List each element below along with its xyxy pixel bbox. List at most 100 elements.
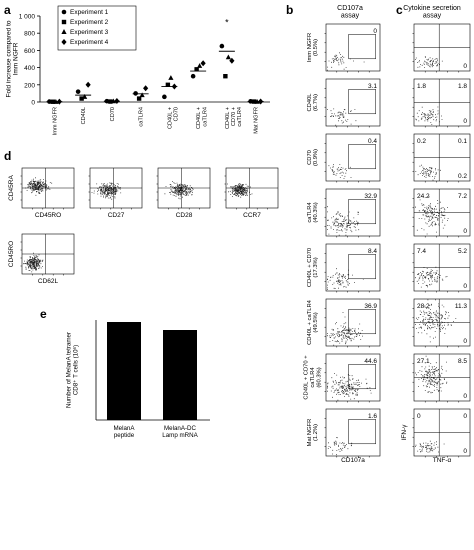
y-tick-label: 200 xyxy=(24,82,35,89)
data-point-square xyxy=(136,96,142,101)
data-point-circle xyxy=(75,89,81,94)
condition-label: (0.9%) xyxy=(313,149,319,166)
data-point-triangle xyxy=(82,94,88,99)
condition-label: Imm NGFR xyxy=(307,33,313,62)
condition-label: CD40L + CD70 xyxy=(307,248,313,287)
x-tick-label: MelanA xyxy=(114,425,136,432)
condition-label: (40.3%) xyxy=(313,202,319,222)
data-point-circle xyxy=(219,43,225,49)
cell-events xyxy=(327,437,353,456)
panel-letter-e: e xyxy=(40,307,47,321)
flow-plot xyxy=(412,353,471,403)
legend-marker-diamond xyxy=(61,39,67,45)
flow-plot xyxy=(156,167,211,210)
cd107a-percentage: 0 xyxy=(373,28,377,35)
x-tick-label: caTLR4 xyxy=(237,107,243,127)
flow-plot xyxy=(20,167,75,210)
cd107a-percentage: 3.1 xyxy=(368,83,377,90)
gate-rectangle xyxy=(348,199,376,225)
y-axis-label: CD45RA xyxy=(8,175,15,201)
cell-events xyxy=(415,299,457,343)
quadrant-tr-value: 0.1 xyxy=(458,138,467,145)
x-axis-label: CD27 xyxy=(108,212,125,219)
y-axis-label: Imm NGFR xyxy=(13,42,20,75)
flow-plot xyxy=(412,133,471,183)
x-tick-label: Imm NGFR xyxy=(52,107,58,135)
flow-plot xyxy=(324,408,381,458)
gate-rectangle xyxy=(348,254,376,280)
condition-label: caTLR4 xyxy=(307,202,313,223)
legend-label: Experiment 3 xyxy=(70,29,109,36)
y-axis-label: CD8⁺ T cells (10⁶) xyxy=(72,345,79,395)
plot-frame xyxy=(325,78,381,127)
flow-plot xyxy=(324,243,381,293)
legend-label: Experiment 1 xyxy=(70,9,109,16)
x-tick-label: peptide xyxy=(114,432,135,439)
flow-plot xyxy=(412,188,471,238)
condition-label-group: CD40L + CD70 (17.3%) xyxy=(307,248,319,287)
x-tick-label: CD70 xyxy=(110,107,116,121)
panel-c-title: assay xyxy=(423,13,442,20)
quadrant-tl-value: 1.8 xyxy=(417,83,426,90)
gate-rectangle xyxy=(348,419,376,445)
legend-marker-triangle xyxy=(61,29,67,34)
condition-label-group: caTLR4 (40.3%) xyxy=(307,202,319,223)
data-point-diamond xyxy=(143,85,149,92)
quadrant-br-value: 0 xyxy=(463,63,467,70)
plot-frame xyxy=(325,408,381,457)
condition-label-group: Mat NGFR (1.2%) xyxy=(307,419,319,447)
x-tick-label: caTLR4 xyxy=(202,107,208,127)
quadrant-br-value: 0 xyxy=(463,283,467,290)
cd107a-percentage: 0.4 xyxy=(368,138,377,145)
quadrant-tr-value: 0 xyxy=(463,413,467,420)
data-point-triangle xyxy=(168,75,174,80)
x-tick-label: CD70 xyxy=(174,107,180,121)
y-tick-label: 0 xyxy=(31,100,35,107)
quadrant-tr-value: 1.8 xyxy=(458,83,467,90)
flow-plot xyxy=(324,133,381,183)
condition-label: CD70 xyxy=(307,150,313,165)
data-point-square xyxy=(165,82,171,87)
flow-plot xyxy=(224,167,279,210)
x-tick-label: CD40L + xyxy=(196,107,202,129)
gate-rectangle xyxy=(348,34,376,60)
condition-label: (49.5%) xyxy=(313,312,319,332)
x-axis-label: CD107a xyxy=(341,457,365,464)
cd107a-percentage: 44.6 xyxy=(364,358,377,365)
y-tick-label: 600 xyxy=(24,48,35,55)
flow-plot xyxy=(412,298,471,348)
quadrant-br-value: 0 xyxy=(463,118,467,125)
condition-label: (6.7%) xyxy=(313,94,319,111)
x-tick-label-group: CD40L + CD70 xyxy=(167,107,179,129)
data-point-circle xyxy=(162,94,167,100)
cell-events xyxy=(415,56,443,68)
gate-rectangle xyxy=(348,309,376,335)
flow-plot xyxy=(412,23,471,73)
legend-marker-circle xyxy=(61,9,67,15)
quadrant-tl-value: 24.2 xyxy=(417,193,430,200)
cell-events xyxy=(327,52,365,71)
x-tick-label: CD40L + xyxy=(225,107,231,129)
quadrant-tl-value: 28.2 xyxy=(417,303,430,310)
plot-frame xyxy=(325,23,381,72)
data-point-triangle xyxy=(139,92,145,98)
x-axis-label: CCR7 xyxy=(243,212,261,219)
quadrant-tr-value: 5.2 xyxy=(458,248,467,255)
panel-letter-d: d xyxy=(4,149,11,163)
cd107a-percentage: 1.6 xyxy=(368,413,377,420)
y-axis-label: Fold increase compared to xyxy=(5,20,12,97)
quadrant-tr-value: 8.5 xyxy=(458,358,467,365)
legend-marker-square xyxy=(61,19,67,25)
data-point-diamond xyxy=(229,57,235,64)
x-tick-label: CD70 + xyxy=(231,107,237,126)
cell-events xyxy=(415,355,448,394)
condition-label: CD40L + caTLR4 xyxy=(307,299,313,345)
x-tick-label: MelanA-DC xyxy=(164,425,197,432)
flow-plot xyxy=(324,23,381,73)
condition-label-group: CD40L + CD70 + caTLR4 (60.3%) xyxy=(304,355,323,400)
x-axis-label: CD45RO xyxy=(35,212,61,219)
